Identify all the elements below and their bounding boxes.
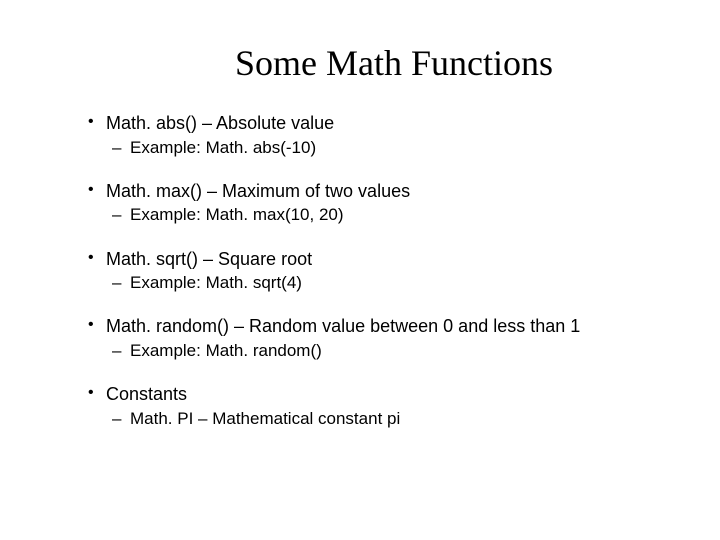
- list-item: Math. sqrt() – Square root Example: Math…: [88, 248, 660, 294]
- list-item: Math. abs() – Absolute value Example: Ma…: [88, 112, 660, 158]
- slide: Some Math Functions Math. abs() – Absolu…: [0, 0, 720, 540]
- list-item-text: Math. max() – Maximum of two values: [106, 181, 410, 201]
- list-item-text: Math. abs() – Absolute value: [106, 113, 334, 133]
- slide-title: Some Math Functions: [128, 42, 660, 84]
- sub-list-item: Example: Math. abs(-10): [112, 137, 660, 158]
- sub-list-item: Math. PI – Mathematical constant pi: [112, 408, 660, 429]
- sub-list: Example: Math. max(10, 20): [106, 204, 660, 225]
- sub-list-item: Example: Math. random(): [112, 340, 660, 361]
- sub-list: Example: Math. abs(-10): [106, 137, 660, 158]
- list-item: Math. max() – Maximum of two values Exam…: [88, 180, 660, 226]
- sub-list: Example: Math. sqrt(4): [106, 272, 660, 293]
- sub-list: Example: Math. random(): [106, 340, 660, 361]
- list-item: Constants Math. PI – Mathematical consta…: [88, 383, 660, 429]
- sub-list-item: Example: Math. sqrt(4): [112, 272, 660, 293]
- bullet-list: Math. abs() – Absolute value Example: Ma…: [88, 112, 660, 429]
- list-item-text: Math. random() – Random value between 0 …: [106, 316, 580, 336]
- sub-list-item: Example: Math. max(10, 20): [112, 204, 660, 225]
- list-item-text: Constants: [106, 384, 187, 404]
- list-item-text: Math. sqrt() – Square root: [106, 249, 312, 269]
- sub-list: Math. PI – Mathematical constant pi: [106, 408, 660, 429]
- list-item: Math. random() – Random value between 0 …: [88, 315, 660, 361]
